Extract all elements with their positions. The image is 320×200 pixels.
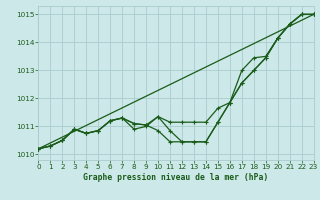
X-axis label: Graphe pression niveau de la mer (hPa): Graphe pression niveau de la mer (hPa) — [84, 173, 268, 182]
